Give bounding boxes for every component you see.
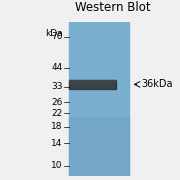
Text: 36kDa: 36kDa <box>141 79 173 89</box>
Bar <box>69 118 129 176</box>
Bar <box>69 22 129 176</box>
Text: 44: 44 <box>51 63 63 72</box>
Text: 10: 10 <box>51 161 63 170</box>
Text: 70: 70 <box>51 32 63 41</box>
Text: 22: 22 <box>51 109 63 118</box>
Text: Western Blot: Western Blot <box>75 1 151 14</box>
Text: 14: 14 <box>51 139 63 148</box>
Bar <box>69 80 116 89</box>
Text: 33: 33 <box>51 82 63 91</box>
Text: kDa: kDa <box>45 30 63 39</box>
Text: 26: 26 <box>51 98 63 107</box>
Text: 18: 18 <box>51 122 63 131</box>
